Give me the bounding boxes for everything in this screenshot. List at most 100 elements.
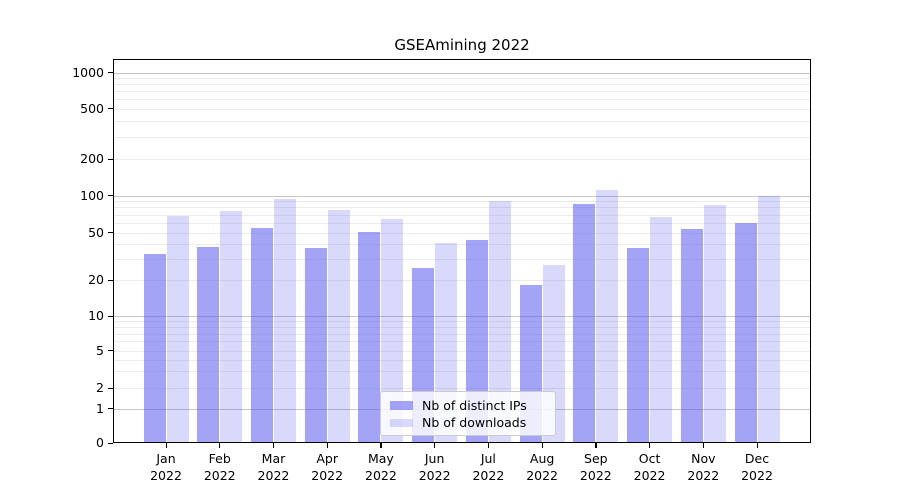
y-tick-mark bbox=[108, 408, 113, 410]
gridline-minor bbox=[113, 371, 811, 373]
x-tick-mark bbox=[595, 443, 597, 448]
bar bbox=[734, 222, 757, 443]
y-axis-tick-label: 0 bbox=[96, 435, 104, 450]
x-tick-year: 2022 bbox=[365, 468, 397, 483]
x-tick-year: 2022 bbox=[150, 468, 182, 483]
gridline-minor bbox=[113, 321, 811, 323]
bar bbox=[703, 205, 726, 443]
gridline-minor bbox=[113, 280, 811, 281]
bar bbox=[573, 203, 596, 443]
bar bbox=[488, 201, 511, 443]
gridline-minor bbox=[113, 108, 811, 110]
bar bbox=[250, 227, 273, 443]
gridline-minor bbox=[113, 207, 811, 209]
x-axis-tick-label: Sep 2022 bbox=[568, 450, 624, 484]
gridline-major bbox=[113, 195, 811, 197]
gridline-minor bbox=[113, 159, 811, 160]
gridline-minor bbox=[113, 201, 811, 203]
x-tick-year: 2022 bbox=[579, 468, 612, 483]
y-tick-mark bbox=[108, 232, 113, 234]
x-tick-month: Jan bbox=[156, 451, 176, 466]
gridline-minor bbox=[113, 222, 811, 224]
x-tick-mark bbox=[165, 443, 167, 448]
y-tick-mark bbox=[108, 442, 113, 444]
x-tick-mark bbox=[434, 443, 436, 448]
legend-item: Nb of downloads bbox=[390, 414, 555, 432]
bar bbox=[220, 210, 243, 443]
bar bbox=[166, 216, 189, 443]
gridline-minor bbox=[113, 99, 811, 101]
x-tick-month: Oct bbox=[638, 451, 661, 466]
x-tick-year: 2022 bbox=[311, 468, 344, 483]
x-tick-month: Aug bbox=[529, 451, 555, 466]
x-tick-mark bbox=[272, 443, 275, 448]
bar bbox=[143, 254, 166, 443]
gridline-minor bbox=[113, 259, 811, 261]
x-axis-tick-label: Nov 2022 bbox=[675, 450, 731, 484]
x-tick-month: Nov bbox=[691, 451, 716, 466]
bar bbox=[273, 198, 296, 443]
bar bbox=[596, 190, 619, 443]
x-tick-month: Jun bbox=[424, 451, 445, 466]
y-axis-tick-label: 100 bbox=[80, 187, 104, 203]
legend-swatch bbox=[390, 418, 413, 427]
x-tick-year: 2022 bbox=[741, 468, 773, 483]
y-axis-tick-label: 200 bbox=[80, 151, 104, 166]
x-axis-tick-label: Feb 2022 bbox=[192, 450, 248, 484]
bar bbox=[304, 248, 327, 443]
y-axis-tick-label: 1 bbox=[96, 400, 104, 416]
y-tick-mark bbox=[108, 387, 113, 389]
y-axis-tick-label: 2 bbox=[96, 380, 104, 395]
legend-label: Nb of downloads bbox=[422, 415, 527, 431]
x-tick-year: 2022 bbox=[472, 468, 505, 483]
x-tick-mark bbox=[487, 443, 490, 448]
x-axis-tick-label: Aug 2022 bbox=[514, 450, 570, 484]
gridline-minor bbox=[113, 84, 811, 86]
legend: Nb of distinct IPs Nb of downloads bbox=[380, 391, 556, 436]
gridline-minor bbox=[113, 120, 811, 122]
x-axis-tick-label: Oct 2022 bbox=[622, 450, 678, 484]
x-axis-tick-label: Dec 2022 bbox=[729, 450, 785, 484]
x-tick-year: 2022 bbox=[526, 468, 559, 483]
plot-area bbox=[113, 59, 811, 443]
x-tick-mark bbox=[756, 443, 758, 448]
x-tick-mark bbox=[702, 443, 704, 448]
legend-item: Nb of distinct IPs bbox=[390, 397, 555, 415]
gridline-minor bbox=[113, 350, 811, 352]
y-axis-tick-label: 5 bbox=[96, 342, 104, 358]
y-axis-tick-label: 1000 bbox=[72, 64, 104, 80]
bar bbox=[627, 248, 650, 443]
legend-swatch bbox=[390, 401, 413, 410]
x-axis-tick-label: Jul 2022 bbox=[460, 450, 516, 484]
x-tick-month: Sep bbox=[584, 451, 608, 466]
bar bbox=[757, 195, 780, 443]
x-axis-tick-label: Mar 2022 bbox=[245, 450, 301, 484]
y-tick-mark bbox=[108, 108, 113, 110]
x-tick-year: 2022 bbox=[257, 468, 290, 483]
x-tick-mark bbox=[541, 443, 543, 448]
legend-label: Nb of distinct IPs bbox=[422, 397, 527, 413]
x-tick-month: Dec bbox=[744, 451, 770, 466]
x-tick-mark bbox=[380, 443, 382, 448]
gridline-minor bbox=[113, 327, 811, 329]
x-tick-month: Jul bbox=[480, 451, 496, 466]
y-tick-mark bbox=[108, 158, 113, 160]
bar bbox=[680, 228, 703, 443]
y-tick-mark bbox=[108, 72, 113, 74]
gridline-minor bbox=[113, 136, 811, 138]
gridline-minor bbox=[113, 388, 811, 389]
x-tick-year: 2022 bbox=[203, 468, 236, 483]
x-tick-month: Apr bbox=[316, 451, 338, 466]
x-tick-month: Mar bbox=[261, 451, 286, 466]
gridline-minor bbox=[113, 77, 811, 79]
x-axis-tick-label: May 2022 bbox=[353, 450, 409, 484]
x-axis-tick-label: Jan 2022 bbox=[138, 450, 194, 484]
x-axis-tick-label: Apr 2022 bbox=[299, 450, 355, 484]
x-tick-year: 2022 bbox=[687, 468, 720, 483]
y-axis-tick-label: 500 bbox=[80, 100, 104, 116]
y-axis-tick-label: 50 bbox=[88, 224, 104, 240]
x-axis-tick-label: Jun 2022 bbox=[407, 450, 463, 484]
gridline-minor bbox=[113, 359, 811, 361]
gridline-minor bbox=[113, 232, 811, 234]
